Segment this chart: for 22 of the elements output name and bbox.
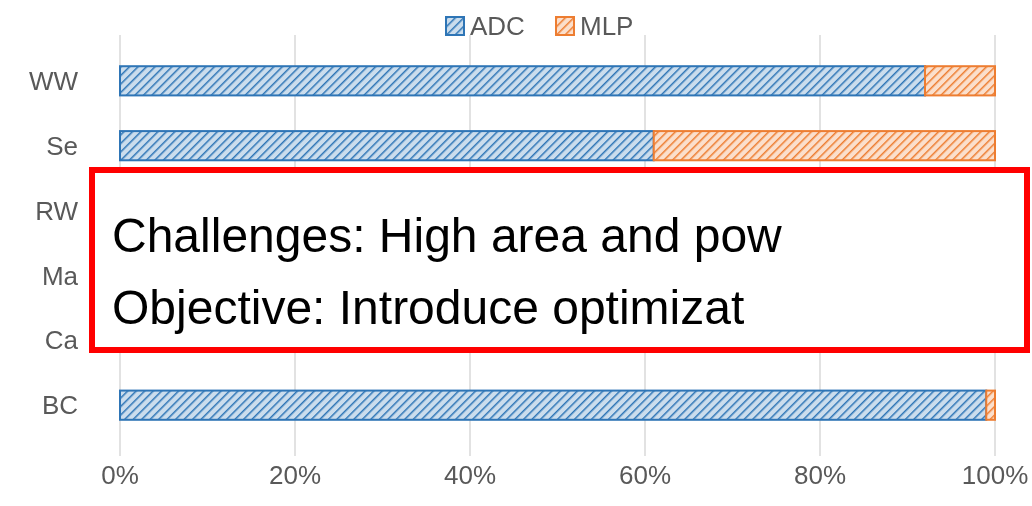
bar [985, 389, 996, 421]
x-tick-label: 40% [443, 460, 497, 490]
bar [652, 130, 996, 162]
x-tick-label: 0% [101, 460, 139, 490]
y-tick-label: BC [41, 390, 78, 421]
legend-label: MLP [580, 11, 634, 42]
y-tick-label: Ma [41, 260, 79, 291]
y-tick-label: Se [46, 130, 78, 161]
bar [924, 65, 996, 97]
x-tick-label: 80% [793, 460, 847, 490]
annotation: Challenges: High area and pow [112, 208, 783, 262]
bar [119, 389, 988, 421]
y-tick-label: WW [28, 65, 79, 96]
x-tick-label: 20% [268, 460, 322, 490]
bar [119, 65, 926, 97]
y-tick-label: Ca [44, 325, 79, 356]
y-tick-label: RW [35, 195, 79, 226]
annotation: Objective: Introduce optimizat [112, 280, 745, 334]
x-tick-label: 100% [961, 460, 1029, 490]
bar [119, 130, 655, 162]
x-tick-label: 60% [618, 460, 672, 490]
legend-label: ADC [470, 11, 525, 42]
